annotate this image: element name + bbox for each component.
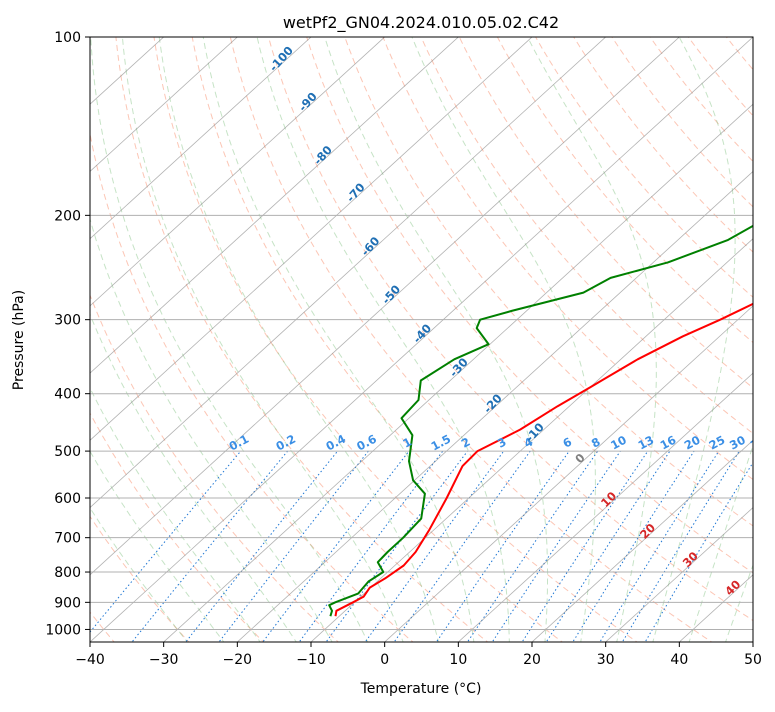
x-axis-label: Temperature (°C) (360, 681, 482, 697)
dry-adiabat-line (765, 37, 775, 644)
x-tick-label: 10 (449, 652, 467, 668)
x-tick-label: 30 (597, 652, 615, 668)
x-tick-label: 20 (523, 652, 541, 668)
x-tick-label: −40 (75, 652, 105, 668)
x-tick-label: −10 (296, 652, 326, 668)
x-tick-label: 40 (670, 652, 688, 668)
isotherm-line (750, 32, 775, 645)
y-tick-label: 300 (54, 313, 81, 329)
x-tick-label: 50 (744, 652, 762, 668)
y-tick-label: 1000 (45, 622, 81, 638)
y-tick-label: 100 (54, 30, 81, 46)
x-tick-label: −20 (223, 652, 253, 668)
x-tick-label: −30 (149, 652, 179, 668)
y-tick-label: 500 (54, 444, 81, 460)
y-tick-label: 600 (54, 491, 81, 507)
x-tick-label: 0 (380, 652, 389, 668)
y-tick-label: 900 (54, 595, 81, 611)
chart-title: wetPf2_GN04.2024.010.05.02.C42 (283, 13, 559, 33)
y-tick-label: 700 (54, 531, 81, 547)
y-tick-label: 800 (54, 565, 81, 581)
y-tick-label: 200 (54, 208, 81, 224)
y-axis-label: Pressure (hPa) (11, 290, 27, 390)
y-tick-label: 400 (54, 387, 81, 403)
